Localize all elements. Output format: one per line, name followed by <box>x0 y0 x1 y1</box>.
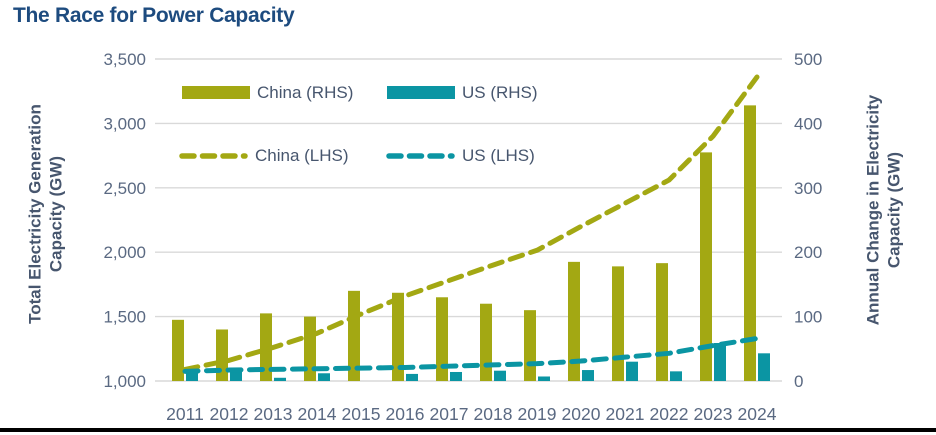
bar-us-2016 <box>406 373 418 381</box>
legend-label-us-lhs: US (LHS) <box>462 145 535 165</box>
x-tick-2020: 2020 <box>562 404 601 424</box>
y-tick-right-100: 100 <box>794 308 822 327</box>
bar-us-2012 <box>230 371 242 381</box>
y-tick-left-1,000: 1,000 <box>103 372 146 391</box>
y-tick-left-2,500: 2,500 <box>103 179 146 198</box>
bar-china-2011 <box>172 319 184 381</box>
legend-item-us-lhs: US (LHS) <box>385 145 535 165</box>
bar-china-2018 <box>480 303 492 381</box>
bar-us-2018 <box>494 370 506 381</box>
x-tick-2023: 2023 <box>694 404 733 424</box>
y-tick-right-200: 200 <box>794 243 822 262</box>
x-tick-2024: 2024 <box>738 404 777 424</box>
bottom-rule <box>0 428 936 432</box>
bar-us-2019 <box>538 376 550 381</box>
x-tick-2014: 2014 <box>298 404 337 424</box>
bar-us-2021 <box>626 361 638 381</box>
y-tick-left-2,000: 2,000 <box>103 243 146 262</box>
bar-china-2012 <box>216 329 228 381</box>
us-bar-swatch-icon <box>387 86 455 99</box>
bar-china-2021 <box>612 266 624 381</box>
bar-us-2017 <box>450 371 462 381</box>
bar-china-2020 <box>568 261 580 381</box>
legend-label-china-lhs: China (LHS) <box>255 145 349 165</box>
y-tick-right-400: 400 <box>794 114 822 133</box>
y-tick-right-300: 300 <box>794 179 822 198</box>
legend-label-us-rhs: US (RHS) <box>462 82 538 102</box>
bar-china-2024 <box>744 105 756 382</box>
legend-item-us-rhs: US (RHS) <box>387 82 538 102</box>
bar-china-2023 <box>700 152 712 381</box>
us-dashed-line-swatch-icon <box>386 152 455 159</box>
x-tick-2019: 2019 <box>518 404 557 424</box>
legend-item-china-lhs: China (LHS) <box>178 145 349 165</box>
x-tick-2022: 2022 <box>650 404 689 424</box>
x-tick-2012: 2012 <box>210 404 249 424</box>
bar-us-2020 <box>582 370 594 381</box>
bar-china-2022 <box>656 263 668 381</box>
x-tick-2015: 2015 <box>342 404 381 424</box>
x-tick-2016: 2016 <box>386 404 425 424</box>
bar-us-2023 <box>714 343 726 381</box>
china-bar-swatch-icon <box>182 86 250 99</box>
line-china-lhs <box>182 74 760 372</box>
bar-china-2013 <box>260 313 272 381</box>
x-tick-2013: 2013 <box>254 404 293 424</box>
bar-china-2016 <box>392 292 404 381</box>
bar-us-2022 <box>670 371 682 381</box>
bar-china-2019 <box>524 310 536 381</box>
x-tick-2018: 2018 <box>474 404 513 424</box>
bar-china-2017 <box>436 297 448 381</box>
x-tick-2017: 2017 <box>430 404 469 424</box>
x-tick-2011: 2011 <box>166 404 204 424</box>
y-tick-left-1,500: 1,500 <box>103 308 146 327</box>
y-tick-right-500: 500 <box>794 50 822 69</box>
legend-label-china-rhs: China (RHS) <box>257 82 354 102</box>
bar-us-2013 <box>274 377 286 381</box>
china-dashed-line-swatch-icon <box>179 152 248 159</box>
bar-us-2014 <box>318 373 330 381</box>
line-us-lhs <box>182 335 760 374</box>
x-tick-2021: 2021 <box>606 404 645 424</box>
y-tick-right-0: 0 <box>794 372 803 391</box>
bar-us-2011 <box>186 371 198 381</box>
legend-item-china-rhs: China (RHS) <box>182 82 354 102</box>
y-tick-left-3,500: 3,500 <box>103 50 146 69</box>
y-tick-left-3,000: 3,000 <box>103 114 146 133</box>
chart-title: The Race for Power Capacity <box>13 4 295 27</box>
bar-us-2024 <box>758 353 770 381</box>
